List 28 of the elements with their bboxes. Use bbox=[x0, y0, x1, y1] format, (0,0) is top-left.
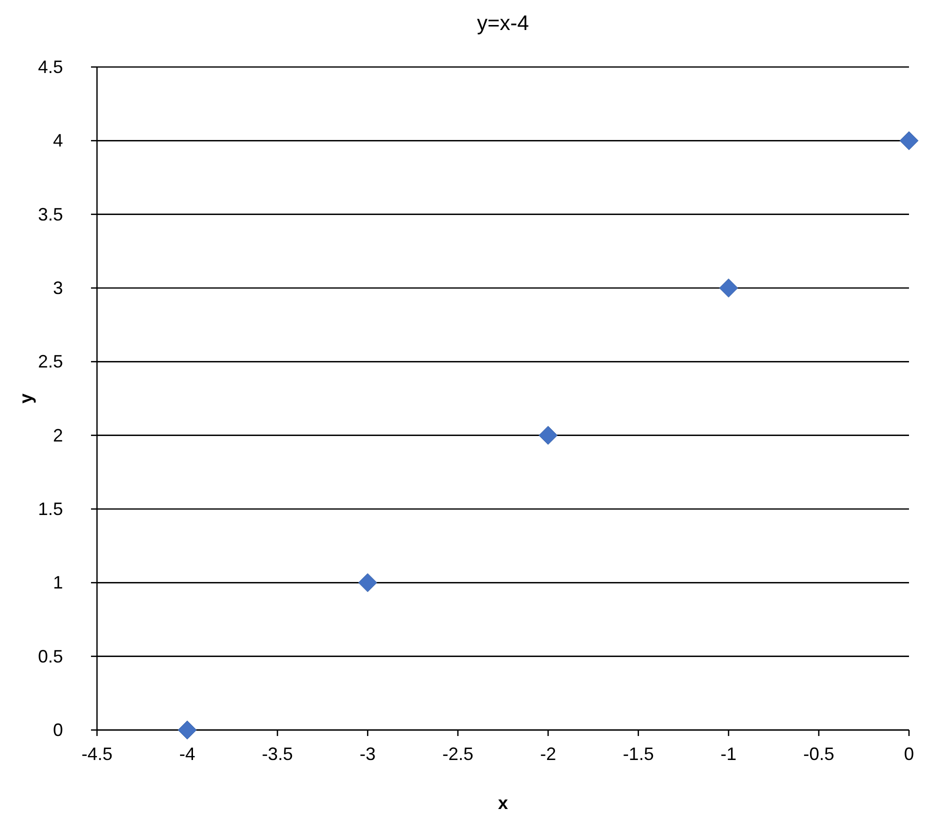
point bbox=[719, 278, 738, 298]
x-tick-label: -1.5 bbox=[622, 744, 654, 764]
y-tick-label: 0.5 bbox=[38, 646, 63, 666]
x-tick-label: -1 bbox=[720, 744, 737, 764]
x-axis-title: x bbox=[498, 793, 508, 813]
y-tick-label: 0 bbox=[52, 720, 63, 740]
point bbox=[900, 131, 918, 150]
y-tick-label: 3.5 bbox=[38, 204, 63, 224]
point bbox=[538, 426, 558, 445]
x-tick-label: -0.5 bbox=[803, 744, 834, 764]
y-axis-title: y bbox=[16, 393, 36, 404]
y-tick-label: 2 bbox=[52, 425, 63, 446]
x-tick-label: -2.5 bbox=[442, 744, 474, 764]
x-tick-label: -4 bbox=[179, 744, 196, 764]
chart-title: y=x-4 bbox=[477, 12, 530, 35]
y-tick-label: 4.5 bbox=[38, 57, 63, 77]
y-tick-label: 4 bbox=[52, 130, 63, 151]
point bbox=[358, 573, 378, 592]
y-tick-label: 1.5 bbox=[38, 499, 63, 519]
y-tick-label: 1 bbox=[52, 572, 63, 593]
y-tick-label: 3 bbox=[52, 278, 63, 298]
x-tick-label: -2 bbox=[540, 744, 556, 764]
point bbox=[178, 720, 197, 740]
y-tick-label: 2.5 bbox=[38, 352, 63, 372]
x-tick-label: -3.5 bbox=[262, 744, 293, 764]
x-tick-label: 0 bbox=[904, 744, 914, 764]
x-tick-label: -3 bbox=[360, 744, 376, 764]
x-tick-label: -4.5 bbox=[81, 744, 113, 764]
